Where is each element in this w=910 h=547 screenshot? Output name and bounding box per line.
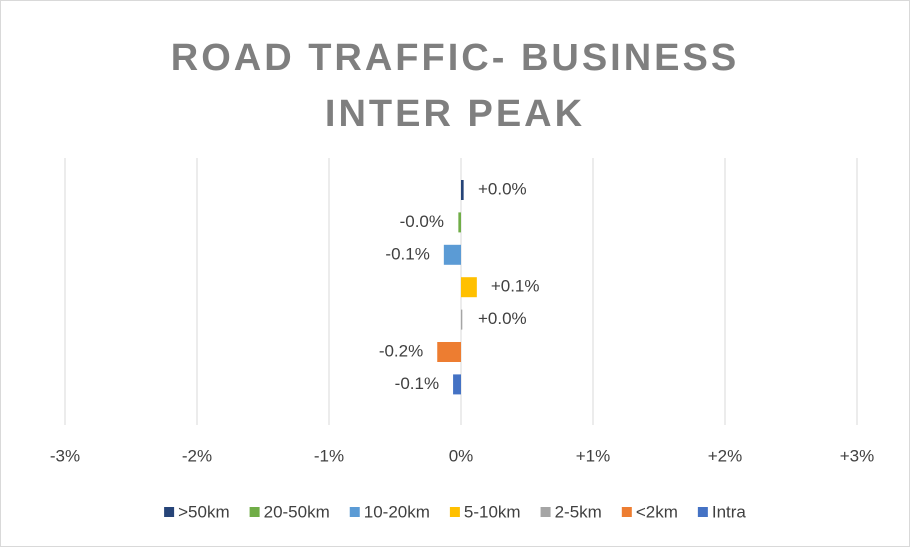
legend-swatch xyxy=(349,507,360,517)
x-tick-label: 0% xyxy=(449,446,474,465)
legend-swatch xyxy=(164,507,175,517)
legend-label: 5-10km xyxy=(464,502,521,521)
legend-label: Intra xyxy=(712,502,747,521)
bar xyxy=(437,342,461,362)
x-tick-label: +1% xyxy=(576,446,611,465)
x-tick-label: -3% xyxy=(50,446,80,465)
x-tick-label: +2% xyxy=(708,446,743,465)
legend-swatch xyxy=(540,507,551,517)
legend-swatch xyxy=(621,507,632,517)
data-label: -0.0% xyxy=(400,212,444,231)
data-label: +0.0% xyxy=(478,309,527,328)
chart-title: ROAD TRAFFIC- BUSINESS INTER PEAK xyxy=(170,37,740,135)
x-tick-label: -1% xyxy=(314,446,344,465)
legend-label: 20-50km xyxy=(264,502,330,521)
bar xyxy=(461,277,477,298)
bar xyxy=(461,309,463,330)
legend-swatch xyxy=(697,507,708,517)
data-label: +0.1% xyxy=(491,277,540,296)
bar xyxy=(453,374,461,395)
bar xyxy=(458,212,461,233)
legend-label: 2-5km xyxy=(555,502,602,521)
data-label: -0.1% xyxy=(395,374,439,393)
legend-label: <2km xyxy=(636,502,678,521)
legend-swatch xyxy=(249,507,260,517)
legend-label: >50km xyxy=(178,502,230,521)
legend-swatch xyxy=(449,507,460,517)
bar xyxy=(443,244,461,265)
data-label: -0.1% xyxy=(385,244,429,263)
legend-label: 10-20km xyxy=(364,502,430,521)
data-label: +0.0% xyxy=(478,179,527,198)
data-label: -0.2% xyxy=(379,341,423,360)
x-tick-label: +3% xyxy=(840,446,875,465)
x-tick-label: -2% xyxy=(182,446,212,465)
bar xyxy=(461,180,464,200)
